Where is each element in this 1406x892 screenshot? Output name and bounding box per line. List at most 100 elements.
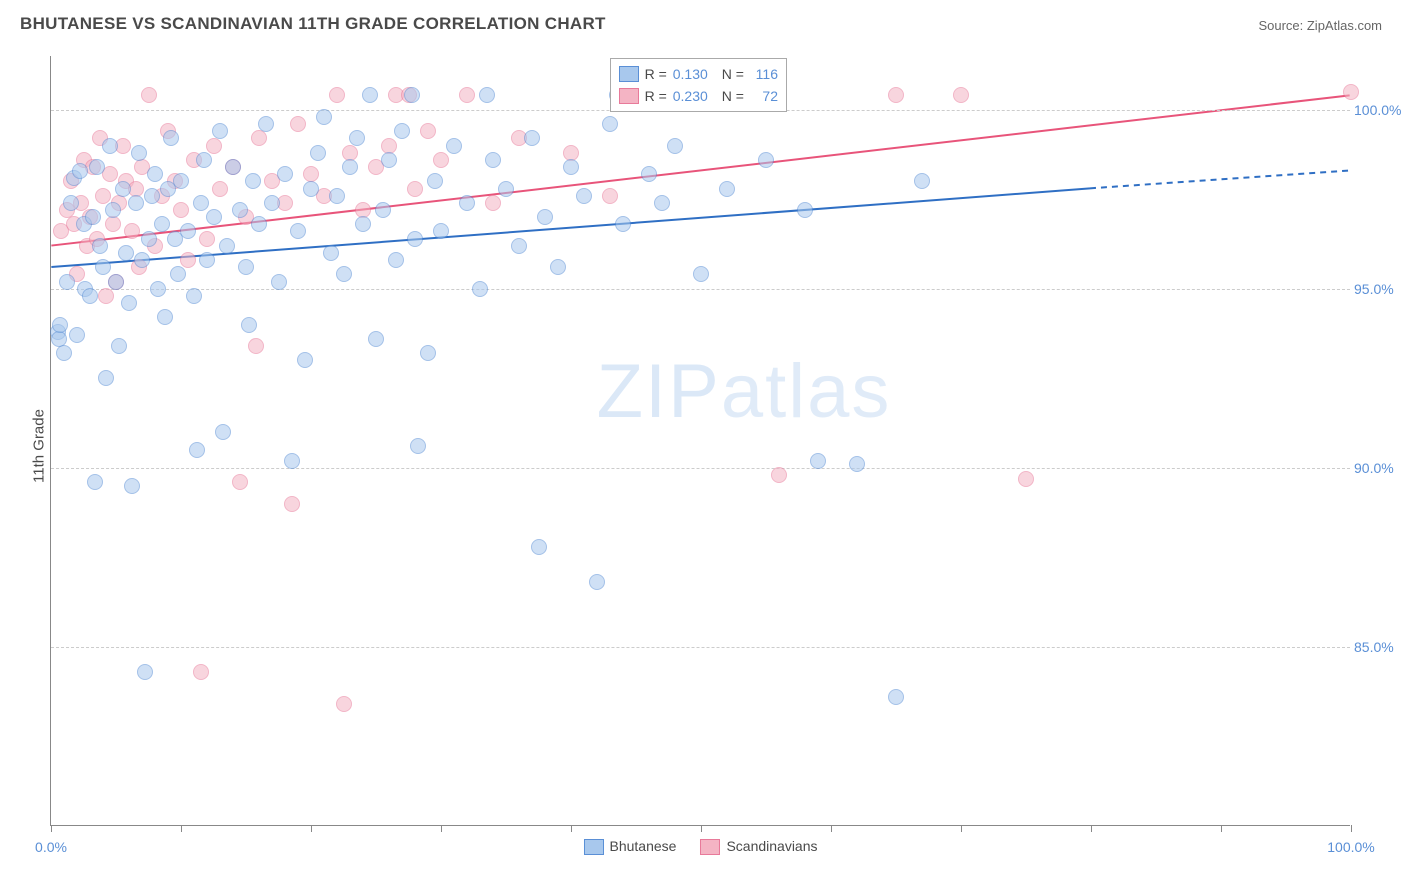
scatter-point [241, 317, 257, 333]
scatter-point [888, 87, 904, 103]
scatter-point [63, 195, 79, 211]
correlation-legend-row: R =0.130N =116 [619, 63, 778, 85]
scatter-point [196, 152, 212, 168]
scatter-point [576, 188, 592, 204]
x-tick [181, 825, 182, 832]
legend-r-value: 0.230 [673, 85, 708, 107]
scatter-point [225, 159, 241, 175]
scatter-point [232, 202, 248, 218]
scatter-point [479, 87, 495, 103]
scatter-point [85, 209, 101, 225]
scatter-point [953, 87, 969, 103]
scatter-point [59, 274, 75, 290]
scatter-point [277, 166, 293, 182]
scatter-point [284, 453, 300, 469]
scatter-point [888, 689, 904, 705]
scatter-point [459, 87, 475, 103]
scatter-point [199, 231, 215, 247]
scatter-point [485, 195, 501, 211]
legend-swatch [700, 839, 720, 855]
scatter-point [693, 266, 709, 282]
x-tick [1221, 825, 1222, 832]
scatter-point [446, 138, 462, 154]
watermark: ZIPatlas [597, 348, 892, 435]
legend-swatch [619, 88, 639, 104]
scatter-point [115, 181, 131, 197]
source-label: Source: ZipAtlas.com [1258, 18, 1382, 33]
scatter-point [89, 159, 105, 175]
scatter-point [297, 352, 313, 368]
legend-n-label: N = [722, 63, 744, 85]
scatter-point [199, 252, 215, 268]
scatter-point [193, 664, 209, 680]
chart-container: BHUTANESE VS SCANDINAVIAN 11TH GRADE COR… [0, 0, 1406, 892]
scatter-point [215, 424, 231, 440]
scatter-point [355, 216, 371, 232]
x-tick [51, 825, 52, 832]
scatter-point [206, 138, 222, 154]
scatter-point [420, 345, 436, 361]
scatter-point [810, 453, 826, 469]
scatter-point [56, 345, 72, 361]
y-axis-label: 11th Grade [30, 409, 47, 483]
scatter-point [336, 696, 352, 712]
scatter-point [245, 173, 261, 189]
scatter-point [563, 159, 579, 175]
scatter-point [212, 181, 228, 197]
scatter-point [238, 259, 254, 275]
scatter-point [82, 288, 98, 304]
scatter-point [189, 442, 205, 458]
scatter-point [186, 288, 202, 304]
scatter-point [602, 116, 618, 132]
scatter-point [459, 195, 475, 211]
scatter-point [290, 223, 306, 239]
scatter-point [212, 123, 228, 139]
legend-n-value: 116 [750, 63, 778, 85]
scatter-point [72, 163, 88, 179]
scatter-point [92, 238, 108, 254]
scatter-point [388, 252, 404, 268]
scatter-point [349, 130, 365, 146]
x-tick [701, 825, 702, 832]
scatter-point [589, 574, 605, 590]
scatter-point [602, 188, 618, 204]
scatter-point [381, 152, 397, 168]
plot-area: ZIPatlas 85.0%90.0%95.0%100.0%0.0%100.0%… [50, 56, 1350, 826]
scatter-point [121, 295, 137, 311]
legend-n-value: 72 [750, 85, 778, 107]
scatter-point [407, 231, 423, 247]
scatter-point [531, 539, 547, 555]
scatter-point [173, 202, 189, 218]
correlation-legend: R =0.130N =116R =0.230N =72 [610, 58, 787, 112]
scatter-point [550, 259, 566, 275]
scatter-point [316, 109, 332, 125]
series-legend: BhutaneseScandinavians [583, 838, 817, 855]
scatter-point [105, 202, 121, 218]
scatter-point [427, 173, 443, 189]
x-tick-label: 100.0% [1327, 839, 1374, 855]
scatter-point [303, 181, 319, 197]
correlation-legend-row: R =0.230N =72 [619, 85, 778, 107]
scatter-point [641, 166, 657, 182]
scatter-point [420, 123, 436, 139]
scatter-point [128, 195, 144, 211]
series-legend-item: Bhutanese [583, 838, 676, 855]
scatter-point [150, 281, 166, 297]
scatter-point [310, 145, 326, 161]
x-tick [311, 825, 312, 832]
scatter-point [914, 173, 930, 189]
x-tick-label: 0.0% [35, 839, 67, 855]
scatter-point [410, 438, 426, 454]
scatter-point [52, 317, 68, 333]
scatter-point [849, 456, 865, 472]
legend-n-label: N = [722, 85, 744, 107]
scatter-point [342, 159, 358, 175]
scatter-point [248, 338, 264, 354]
x-tick [571, 825, 572, 832]
scatter-point [134, 252, 150, 268]
scatter-point [251, 130, 267, 146]
scatter-point [271, 274, 287, 290]
gridline [51, 647, 1350, 648]
scatter-point [524, 130, 540, 146]
y-tick-label: 85.0% [1354, 639, 1406, 655]
